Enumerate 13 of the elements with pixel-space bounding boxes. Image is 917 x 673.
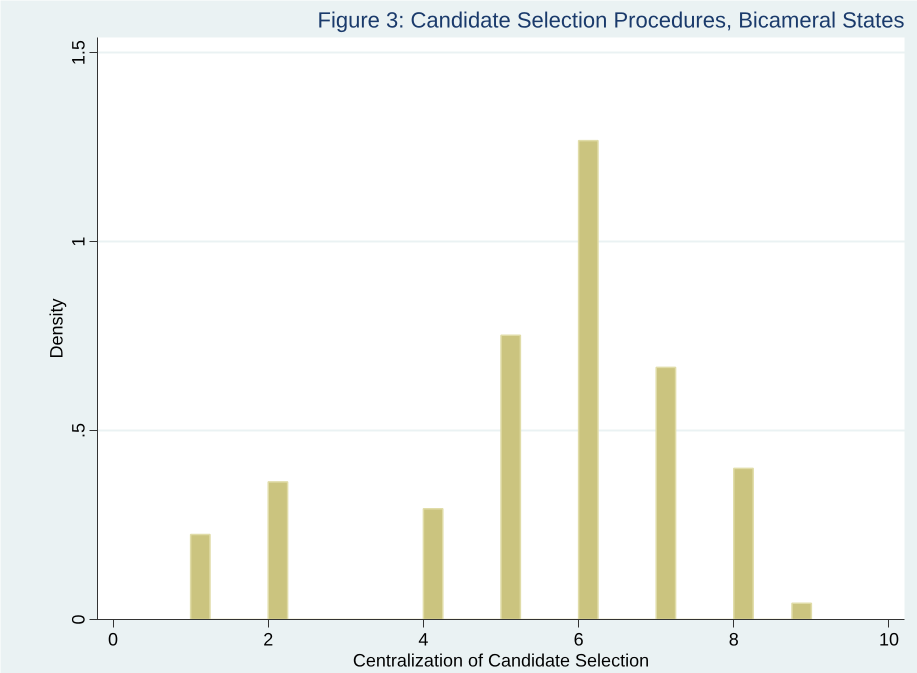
y-tick-label: .5 xyxy=(68,423,88,438)
x-tick-label: 6 xyxy=(574,630,584,650)
x-tick-label: 4 xyxy=(418,630,428,650)
chart-title: Figure 3: Candidate Selection Procedures, Bicameral States xyxy=(318,8,905,32)
y-axis-title: Density xyxy=(46,298,66,359)
x-tick-label: 10 xyxy=(878,630,899,650)
y-tick-label: 0 xyxy=(68,614,88,625)
x-axis-title: Centralization of Candidate Selection xyxy=(352,650,650,670)
x-tick-label: 2 xyxy=(263,630,274,650)
y-tick-label: 1.5 xyxy=(68,40,88,66)
x-tick-label: 0 xyxy=(108,630,118,650)
x-tick-label: 8 xyxy=(728,630,739,650)
y-tick-label: 1 xyxy=(68,236,88,247)
